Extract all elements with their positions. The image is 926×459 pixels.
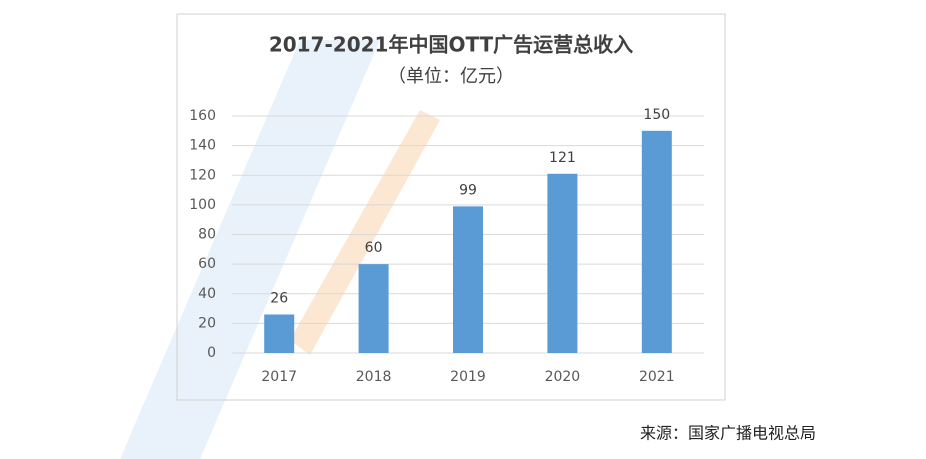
bar <box>264 314 295 353</box>
y-tick-label: 60 <box>198 256 216 272</box>
x-tick-label: 2019 <box>450 369 486 385</box>
y-tick-label: 160 <box>189 108 216 124</box>
y-tick-label: 140 <box>189 138 216 154</box>
bar <box>547 173 578 353</box>
source-note: 来源：国家广播电视总局 <box>640 424 816 443</box>
chart-frame <box>176 13 726 401</box>
y-tick-label: 100 <box>189 197 216 213</box>
x-tick-label: 2017 <box>261 369 297 385</box>
y-tick-label: 80 <box>198 227 216 243</box>
y-tick-label: 40 <box>198 286 216 302</box>
x-tick-label: 2018 <box>356 369 392 385</box>
chart-subtitle: （单位：亿元） <box>388 66 514 87</box>
data-label: 150 <box>643 107 670 123</box>
bar <box>453 206 483 353</box>
data-label: 121 <box>549 150 576 166</box>
bar <box>358 264 389 353</box>
data-label: 26 <box>270 290 288 306</box>
x-tick-label: 2020 <box>545 369 581 385</box>
y-tick-label: 0 <box>207 345 216 361</box>
chart-title: 2017-2021年中国OTT广告运营总收入 <box>269 33 633 57</box>
watermark <box>120 40 380 459</box>
data-label: 60 <box>365 240 383 256</box>
bar <box>641 130 672 353</box>
y-tick-label: 120 <box>189 167 216 183</box>
y-tick-label: 20 <box>198 315 216 331</box>
x-tick-label: 2021 <box>639 369 675 385</box>
data-label: 99 <box>459 182 477 198</box>
